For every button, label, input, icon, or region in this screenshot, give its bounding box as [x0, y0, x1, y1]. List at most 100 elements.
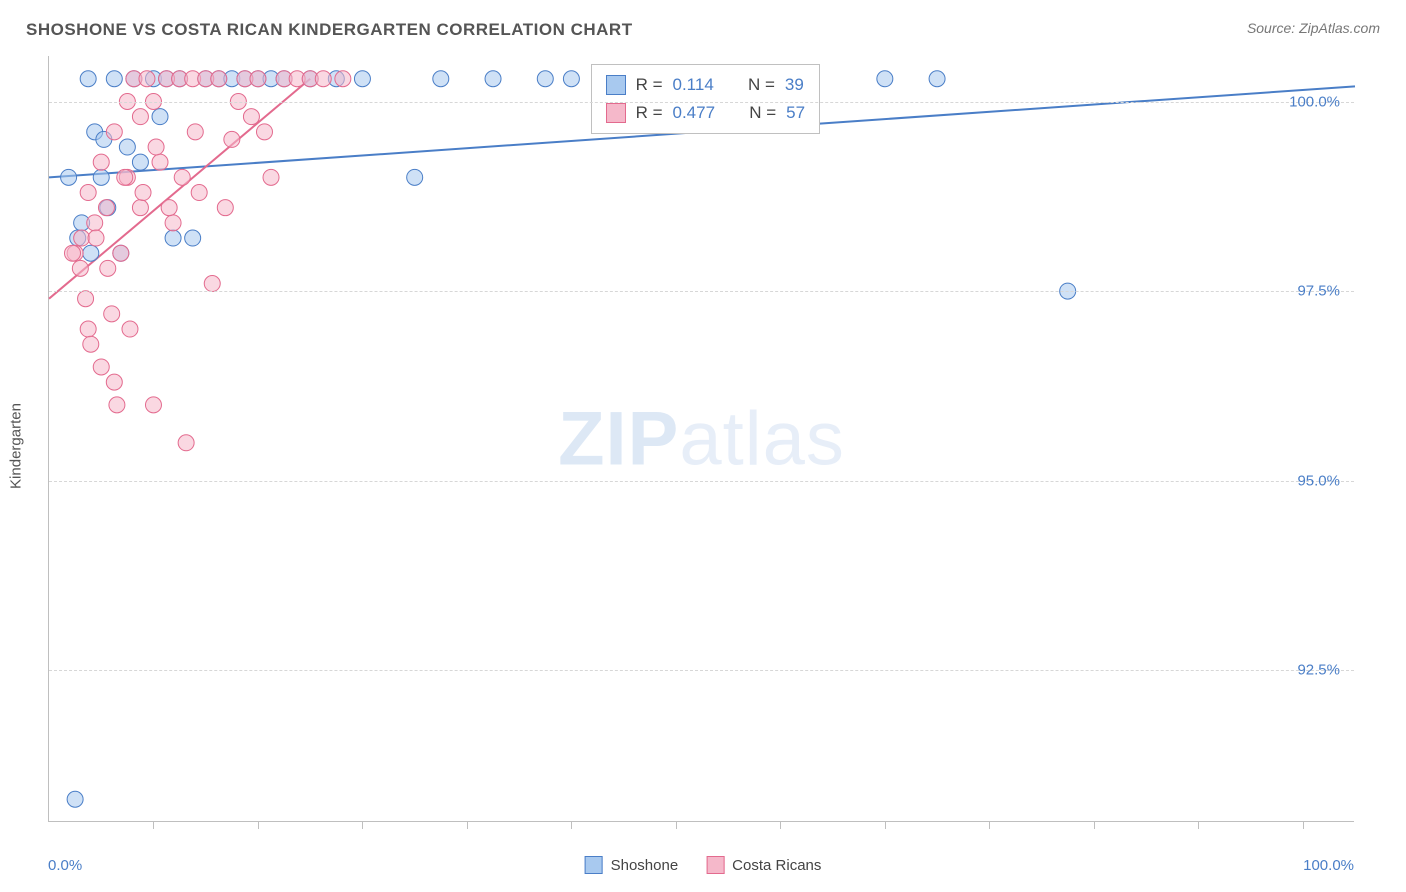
data-point	[109, 397, 125, 413]
data-point	[185, 230, 201, 246]
data-point	[119, 139, 135, 155]
y-tick-label: 95.0%	[1297, 472, 1340, 489]
y-axis-label: Kindergarten	[8, 403, 25, 489]
data-point	[174, 169, 190, 185]
plot-area: ZIPatlas R = 0.114 N = 39R = 0.477 N = 5…	[48, 56, 1354, 822]
data-point	[433, 71, 449, 87]
x-tick	[258, 821, 259, 829]
data-point	[148, 139, 164, 155]
x-tick	[362, 821, 363, 829]
stats-row: R = 0.477 N = 57	[606, 99, 806, 127]
x-tick	[1303, 821, 1304, 829]
data-point	[256, 124, 272, 140]
data-point	[80, 71, 96, 87]
legend-label: Costa Ricans	[732, 857, 821, 874]
chart-header: SHOSHONE VS COSTA RICAN KINDERGARTEN COR…	[26, 20, 1380, 50]
x-tick	[153, 821, 154, 829]
data-point	[113, 245, 129, 261]
data-point	[165, 230, 181, 246]
legend-item: Shoshone	[585, 856, 679, 874]
data-point	[315, 71, 331, 87]
data-point	[165, 215, 181, 231]
data-point	[72, 260, 88, 276]
x-tick	[1094, 821, 1095, 829]
data-point	[122, 321, 138, 337]
x-tick	[1198, 821, 1199, 829]
scatter-svg	[49, 56, 1354, 821]
chart-title: SHOSHONE VS COSTA RICAN KINDERGARTEN COR…	[26, 20, 633, 39]
data-point	[87, 215, 103, 231]
data-point	[132, 109, 148, 125]
data-point	[187, 124, 203, 140]
data-point	[161, 200, 177, 216]
legend-swatch	[585, 856, 603, 874]
x-tick	[989, 821, 990, 829]
data-point	[78, 291, 94, 307]
stats-n-value: 57	[786, 99, 805, 127]
data-point	[93, 359, 109, 375]
stats-swatch	[606, 75, 626, 95]
correlation-stats-box: R = 0.114 N = 39R = 0.477 N = 57	[591, 64, 821, 134]
data-point	[152, 109, 168, 125]
data-point	[145, 397, 161, 413]
stats-r-value: 0.477	[673, 99, 716, 127]
data-point	[877, 71, 893, 87]
data-point	[106, 124, 122, 140]
data-point	[88, 230, 104, 246]
data-point	[132, 154, 148, 170]
data-point	[250, 71, 266, 87]
data-point	[263, 169, 279, 185]
data-point	[106, 374, 122, 390]
gridline	[49, 291, 1354, 292]
data-point	[191, 185, 207, 201]
data-point	[67, 791, 83, 807]
y-tick-label: 92.5%	[1297, 662, 1340, 679]
data-point	[204, 276, 220, 292]
data-point	[485, 71, 501, 87]
data-point	[537, 71, 553, 87]
gridline	[49, 670, 1354, 671]
stats-swatch	[606, 103, 626, 123]
x-tick	[676, 821, 677, 829]
data-point	[83, 245, 99, 261]
x-axis-min-label: 0.0%	[48, 857, 82, 874]
x-tick	[571, 821, 572, 829]
y-tick-label: 97.5%	[1297, 283, 1340, 300]
data-point	[354, 71, 370, 87]
data-point	[224, 131, 240, 147]
data-point	[563, 71, 579, 87]
x-tick	[885, 821, 886, 829]
data-point	[106, 71, 122, 87]
data-point	[61, 169, 77, 185]
gridline	[49, 481, 1354, 482]
y-tick-label: 100.0%	[1289, 93, 1340, 110]
stats-r-value: 0.114	[673, 71, 714, 99]
data-point	[98, 200, 114, 216]
stats-r-label: R =	[636, 71, 663, 99]
legend-swatch	[706, 856, 724, 874]
legend: Shoshone Costa Ricans	[585, 856, 822, 874]
data-point	[135, 185, 151, 201]
data-point	[407, 169, 423, 185]
data-point	[152, 154, 168, 170]
gridline	[49, 102, 1354, 103]
stats-n-value: 39	[785, 71, 804, 99]
data-point	[139, 71, 155, 87]
data-point	[80, 185, 96, 201]
legend-label: Shoshone	[611, 857, 679, 874]
data-point	[217, 200, 233, 216]
data-point	[117, 169, 133, 185]
x-tick	[467, 821, 468, 829]
stats-r-label: R =	[636, 99, 663, 127]
x-axis-max-label: 100.0%	[1303, 857, 1354, 874]
data-point	[80, 321, 96, 337]
stats-n-label: N =	[748, 71, 775, 99]
data-point	[335, 71, 351, 87]
data-point	[104, 306, 120, 322]
data-point	[93, 169, 109, 185]
data-point	[100, 260, 116, 276]
x-tick	[780, 821, 781, 829]
data-point	[74, 230, 90, 246]
data-point	[178, 435, 194, 451]
legend-item: Costa Ricans	[706, 856, 821, 874]
